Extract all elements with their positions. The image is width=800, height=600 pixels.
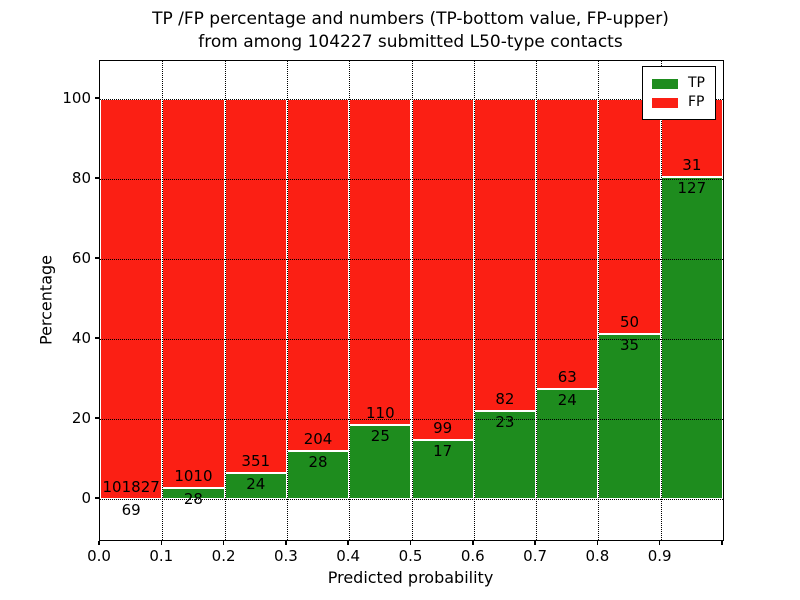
- gridline-vertical: [536, 61, 538, 540]
- y-tick-label: 0: [81, 489, 91, 507]
- x-tick-mark: [347, 540, 349, 545]
- tp-count-label: 17: [433, 442, 453, 461]
- legend-label-fp: FP: [688, 94, 705, 110]
- fp-count-label: 1010: [174, 467, 213, 486]
- x-tick-mark: [409, 540, 412, 545]
- legend-row-fp: FP: [652, 94, 705, 111]
- tp-count-label: 23: [495, 413, 515, 432]
- fp-bar-segment: [536, 99, 599, 389]
- x-tick-mark: [472, 540, 474, 545]
- x-tick-mark: [721, 540, 723, 545]
- fp-bar-segment: [349, 99, 412, 425]
- tp-count-label: 28: [183, 490, 203, 509]
- x-tick-label: 0.5: [398, 547, 423, 565]
- tp-bar-segment: [224, 473, 287, 499]
- fp-count-label: 50: [619, 313, 640, 332]
- y-tick-mark: [95, 257, 99, 259]
- x-tick-mark: [98, 540, 100, 545]
- x-tick-label: 0.6: [460, 547, 485, 565]
- tp-count-label: 69: [121, 500, 141, 519]
- fp-bar-segment: [162, 99, 225, 489]
- fp-count-label: 204: [303, 429, 333, 448]
- fp-count-label: 63: [557, 367, 577, 386]
- y-tick-mark: [95, 177, 99, 179]
- x-tick-mark: [596, 540, 599, 545]
- y-tick-mark: [95, 97, 99, 99]
- fp-bar-segment: [224, 99, 287, 474]
- y-tick-mark: [95, 497, 99, 499]
- fp-count-label: 351: [241, 452, 271, 471]
- x-tick-label: 0.8: [585, 547, 610, 565]
- x-tick-mark: [160, 540, 163, 545]
- fp-count-label: 110: [366, 403, 395, 422]
- x-tick-label: 0.3: [273, 547, 298, 565]
- x-tick-mark: [222, 540, 225, 545]
- legend-swatch-tp: [652, 78, 678, 89]
- bars-layer: [100, 61, 723, 540]
- tp-count-label: 25: [370, 426, 390, 445]
- fp-count-label: 99: [433, 419, 453, 438]
- tp-bar-segment: [536, 388, 599, 499]
- fp-count-label: 101827: [102, 477, 160, 496]
- fp-count-label: 31: [682, 156, 702, 175]
- plot-area: 101827 69 1010 28 351 24 204 28 110 25 99 17 82 23 63 2…: [99, 60, 724, 541]
- x-tick-mark: [658, 540, 661, 545]
- fp-bar-segment: [598, 99, 661, 335]
- gridline-vertical: [660, 61, 662, 540]
- y-tick-label: 80: [71, 169, 91, 187]
- grid-layer: [100, 61, 723, 540]
- gridline-vertical: [349, 61, 351, 540]
- x-tick-label: 0.0: [87, 547, 111, 565]
- tp-bar-segment: [598, 334, 661, 499]
- y-tick-label: 60: [71, 249, 91, 267]
- legend-row-tp: TP: [652, 75, 705, 92]
- x-tick-label: 0.9: [647, 547, 672, 565]
- tp-count-label: 24: [246, 475, 266, 494]
- bar-labels-layer: 101827 69 1010 28 351 24 204 28 110 25 99 17 82 23 63 2…: [100, 61, 723, 540]
- y-tick-label: 40: [71, 329, 91, 347]
- x-tick-mark: [534, 540, 536, 545]
- y-tick-mark: [95, 337, 99, 339]
- chart-title-line1: TP /FP percentage and numbers (TP-bottom…: [152, 9, 669, 29]
- tp-bar-segment: [286, 450, 350, 499]
- tp-count-label: 35: [619, 336, 640, 355]
- x-tick-label: 0.2: [211, 547, 236, 565]
- gridline-vertical: [473, 61, 475, 540]
- tp-count-label: 24: [557, 390, 577, 409]
- legend: TP FP: [642, 66, 716, 120]
- tp-count-label: 28: [308, 452, 328, 471]
- x-axis-label: Predicted probability: [327, 568, 494, 587]
- legend-swatch-fp: [652, 97, 678, 108]
- gridline-vertical: [224, 61, 226, 540]
- x-tick-label: 0.1: [149, 547, 174, 565]
- fp-bar-segment: [100, 99, 163, 499]
- x-tick-mark: [285, 540, 287, 545]
- chart-title-line2: from among 104227 submitted L50-type con…: [198, 32, 623, 52]
- legend-label-tp: TP: [688, 75, 705, 91]
- y-tick-label: 20: [71, 409, 91, 427]
- gridline-vertical: [162, 61, 164, 540]
- fp-bar-segment: [286, 99, 350, 451]
- fp-bar-segment: [473, 99, 537, 412]
- tp-bar-segment: [349, 424, 412, 499]
- x-tick-label: 0.4: [336, 547, 361, 565]
- y-tick-mark: [95, 417, 99, 419]
- tp-bar-segment: [660, 177, 723, 499]
- gridline-vertical: [411, 61, 413, 540]
- chart-title: TP /FP percentage and numbers (TP-bottom…: [99, 8, 722, 54]
- gridline-vertical: [598, 61, 600, 540]
- gridline-vertical: [286, 61, 288, 540]
- x-tick-label: 0.7: [523, 547, 548, 565]
- fp-count-label: 82: [495, 390, 515, 409]
- tp-count-label: 127: [677, 179, 707, 198]
- fp-bar-segment: [411, 99, 474, 441]
- y-tick-label: 100: [62, 89, 91, 107]
